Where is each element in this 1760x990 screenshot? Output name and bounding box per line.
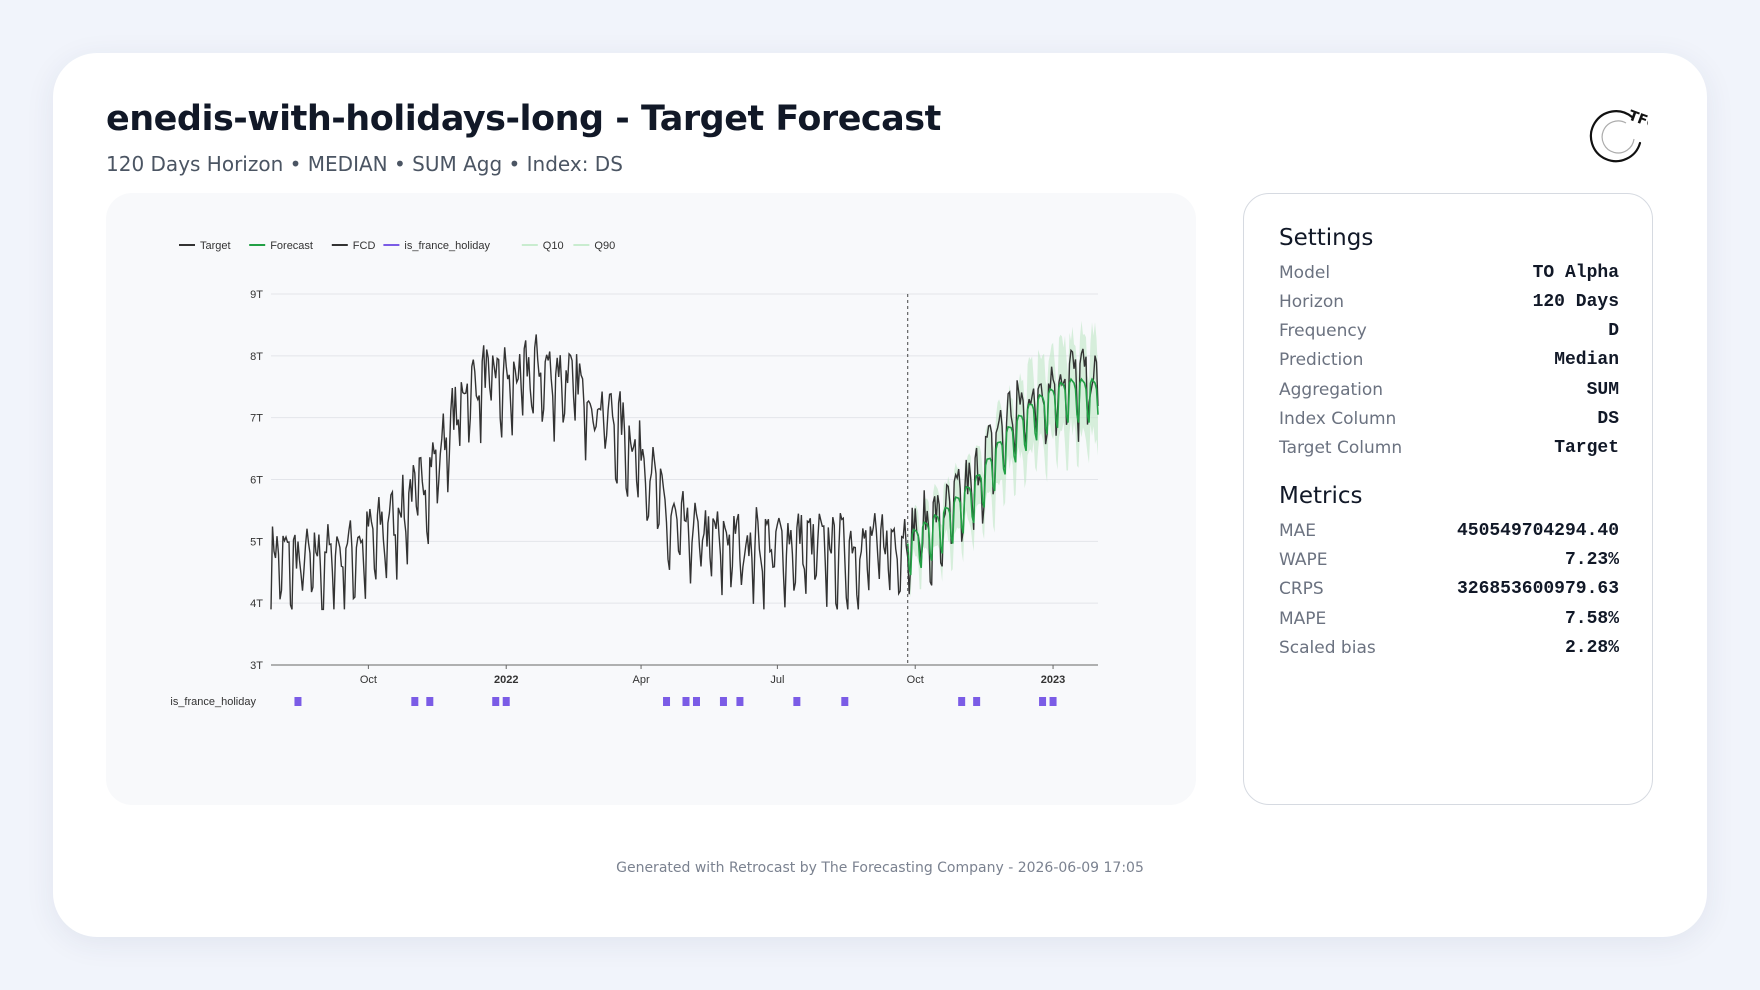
holiday-track-label: is_france_holiday [170,696,256,708]
metric-value: 326853600979.63 [1456,579,1619,599]
metric-label: WAPE [1279,550,1328,570]
legend-label: Target [200,240,231,252]
x-tick-label: Apr [632,674,649,686]
x-tick-label: 2022 [494,674,518,686]
target-line [270,334,1099,611]
holiday-marker [692,697,700,706]
holiday-marker [793,697,801,706]
setting-label: Aggregation [1279,380,1384,400]
y-tick-label: 7T [250,413,263,425]
legend-label: is_france_holiday [404,240,490,252]
setting-label: Prediction [1279,350,1364,370]
holiday-marker [1039,697,1047,706]
metric-label: MAPE [1279,609,1327,629]
x-axis: Oct 2022 Apr Jul Oct 2023 [360,665,1065,686]
settings-row-target-column: Target Column Target [1279,438,1619,466]
setting-value: 120 Days [1532,292,1619,312]
legend-label: Forecast [270,240,313,252]
metric-value: 7.23% [1564,550,1619,570]
holiday-marker [682,697,690,706]
setting-value: TO Alpha [1532,263,1619,283]
legend-label: FCD [353,240,376,252]
series-lines [270,294,1099,665]
x-tick-label: Jul [770,674,784,686]
metric-label: Scaled bias [1279,638,1376,658]
chart-legend: Target Forecast FCD is_france_holiday Q10 Q90 [179,240,615,252]
metric-label: MAE [1279,521,1317,541]
settings-row-horizon: Horizon 120 Days [1279,292,1619,320]
tfc-logo: TFC [1589,108,1648,163]
y-tick-label: 5T [250,536,263,548]
forecast-chart: Target Forecast FCD is_france_holiday Q10 Q90… [170,240,1099,708]
holiday-marker [663,697,671,706]
setting-value: SUM [1586,380,1619,400]
setting-value: D [1608,321,1619,341]
y-axis: 3T 4T 5T 6T 7T 8T 9T [250,289,263,672]
settings-row-model: Model TO Alpha [1279,263,1619,291]
logo-letters: TFC [1626,108,1648,133]
metrics-row-mae: MAE 450549704294.40 [1279,521,1619,549]
page-subtitle: 120 Days Horizon • MEDIAN • SUM Agg • In… [106,152,623,176]
chart-grid [271,293,1098,666]
holiday-marker [1049,697,1057,706]
x-tick-label: 2023 [1041,674,1065,686]
holiday-marker [502,697,510,706]
settings-panel: Settings Model TO Alpha Horizon 120 Days… [1243,193,1653,805]
metrics-row-scaled-bias: Scaled bias 2.28% [1279,638,1619,666]
y-tick-label: 8T [250,351,263,363]
holiday-marker [973,697,981,706]
holiday-marker [492,697,500,706]
settings-row-frequency: Frequency D [1279,321,1619,349]
settings-row-aggregation: Aggregation SUM [1279,380,1619,408]
holiday-marker [426,697,434,706]
footer-note: Generated with Retrocast by The Forecast… [616,860,1144,876]
metric-value: 2.28% [1564,638,1619,658]
setting-label: Target Column [1279,438,1403,458]
metric-value: 7.58% [1564,609,1619,629]
settings-title: Settings [1279,225,1374,251]
setting-label: Model [1279,263,1331,283]
forecast-line [906,377,1099,576]
metric-label: CRPS [1279,579,1324,599]
metrics-title: Metrics [1279,483,1363,509]
setting-value: Median [1554,350,1619,370]
chart-panel: Target Forecast FCD is_france_holiday Q10 Q90… [106,193,1196,805]
setting-label: Horizon [1279,292,1344,312]
holiday-marker [411,697,419,706]
settings-row-prediction: Prediction Median [1279,350,1619,378]
x-tick-label: Oct [907,674,924,686]
setting-value: Target [1554,438,1619,458]
legend-label: Q90 [594,240,615,252]
settings-row-index-column: Index Column DS [1279,409,1619,437]
y-tick-label: 6T [250,475,263,487]
metrics-row-mape: MAPE 7.58% [1279,609,1619,637]
holiday-track: is_france_holiday [170,696,1057,708]
metrics-row-crps: CRPS 326853600979.63 [1279,579,1619,607]
holiday-marker [958,697,966,706]
setting-label: Index Column [1279,409,1397,429]
y-tick-label: 9T [250,289,263,301]
holiday-marker [736,697,744,706]
metrics-row-wape: WAPE 7.23% [1279,550,1619,578]
setting-value: DS [1597,409,1619,429]
page-title: enedis-with-holidays-long - Target Forec… [106,99,941,139]
holiday-marker [719,697,727,706]
y-tick-label: 3T [250,660,263,672]
holiday-marker [841,697,849,706]
x-tick-label: Oct [360,674,377,686]
setting-label: Frequency [1279,321,1367,341]
legend-label: Q10 [543,240,564,252]
y-tick-label: 4T [250,598,263,610]
holiday-marker [294,697,302,706]
metric-value: 450549704294.40 [1456,521,1619,541]
